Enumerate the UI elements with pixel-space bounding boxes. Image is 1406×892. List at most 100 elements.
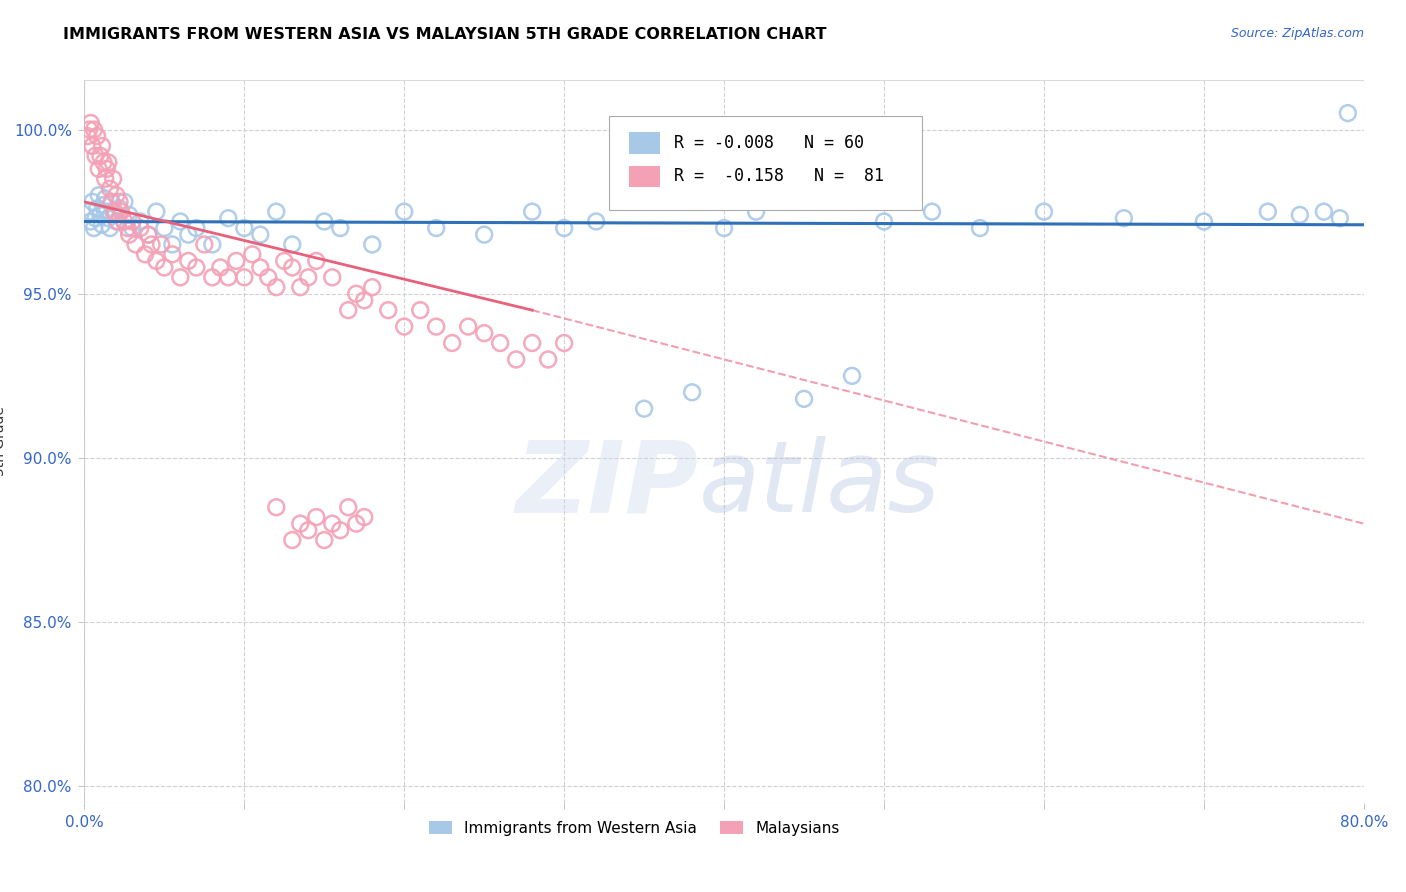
Point [553,336,575,351]
Point [186,221,208,235]
Point [89,149,111,163]
Point [169,214,191,228]
Point [80,116,103,130]
Point [89,208,111,222]
Point [201,270,224,285]
Point [681,385,703,400]
Point [96,204,118,219]
Point [108,202,131,216]
Point [76,129,98,144]
Point [153,221,176,235]
Point [321,270,343,285]
Point [145,204,167,219]
Point [489,336,512,351]
Point [713,221,735,235]
Text: R = -0.008   N = 60: R = -0.008 N = 60 [675,134,865,153]
Point [305,510,328,524]
Point [98,182,121,196]
Point [361,237,384,252]
Point [233,221,256,235]
Point [217,211,239,226]
Point [105,188,128,202]
Point [84,211,107,226]
Point [329,221,352,235]
Point [329,523,352,537]
Point [217,270,239,285]
Point [134,247,156,261]
Text: atlas: atlas [699,436,941,533]
Point [177,227,200,242]
Point [225,254,247,268]
Point [522,336,544,351]
Y-axis label: 5th Grade: 5th Grade [0,407,7,476]
Point [112,214,135,228]
Point [118,208,141,222]
Point [150,237,173,252]
Point [394,319,416,334]
Point [186,260,208,275]
Point [91,218,114,232]
Point [145,254,167,268]
Point [105,214,128,228]
Point [83,221,105,235]
Legend: Immigrants from Western Asia, Malaysians: Immigrants from Western Asia, Malaysians [423,815,846,842]
Point [264,500,288,515]
Point [97,155,120,169]
Point [344,286,367,301]
Point [249,227,271,242]
Point [522,204,544,219]
Point [1313,204,1336,219]
Point [425,319,447,334]
Point [110,204,132,219]
Point [290,280,312,294]
Point [472,326,495,341]
Point [84,149,107,163]
Point [193,237,215,252]
Point [337,500,360,515]
Point [281,533,304,547]
Point [873,214,896,228]
Point [107,214,129,228]
Point [290,516,312,531]
Point [101,171,124,186]
Point [121,214,143,228]
Point [273,254,295,268]
Point [353,293,375,308]
Point [86,129,108,144]
Point [281,260,304,275]
Point [82,194,104,209]
Point [1337,106,1360,120]
Point [233,270,256,285]
Point [124,237,146,252]
Point [633,401,655,416]
Point [1192,214,1215,228]
Point [138,227,160,242]
Point [93,198,115,212]
Point [409,303,432,318]
Point [264,280,288,294]
Point [745,204,768,219]
Point [425,221,447,235]
Point [209,260,232,275]
Point [121,221,143,235]
Point [104,204,127,219]
Point [108,194,131,209]
Point [177,254,200,268]
Point [472,227,495,242]
Point [77,122,100,136]
Point [101,204,124,219]
Point [264,204,288,219]
FancyBboxPatch shape [609,117,922,211]
Text: ZIP: ZIP [516,436,699,533]
Point [118,227,141,242]
Text: Source: ZipAtlas.com: Source: ZipAtlas.com [1230,27,1364,40]
Point [129,221,152,235]
Point [97,211,120,226]
Point [281,237,304,252]
Point [553,221,575,235]
Point [394,204,416,219]
Point [100,194,122,209]
Point [841,368,863,383]
Point [82,139,104,153]
Point [162,237,184,252]
